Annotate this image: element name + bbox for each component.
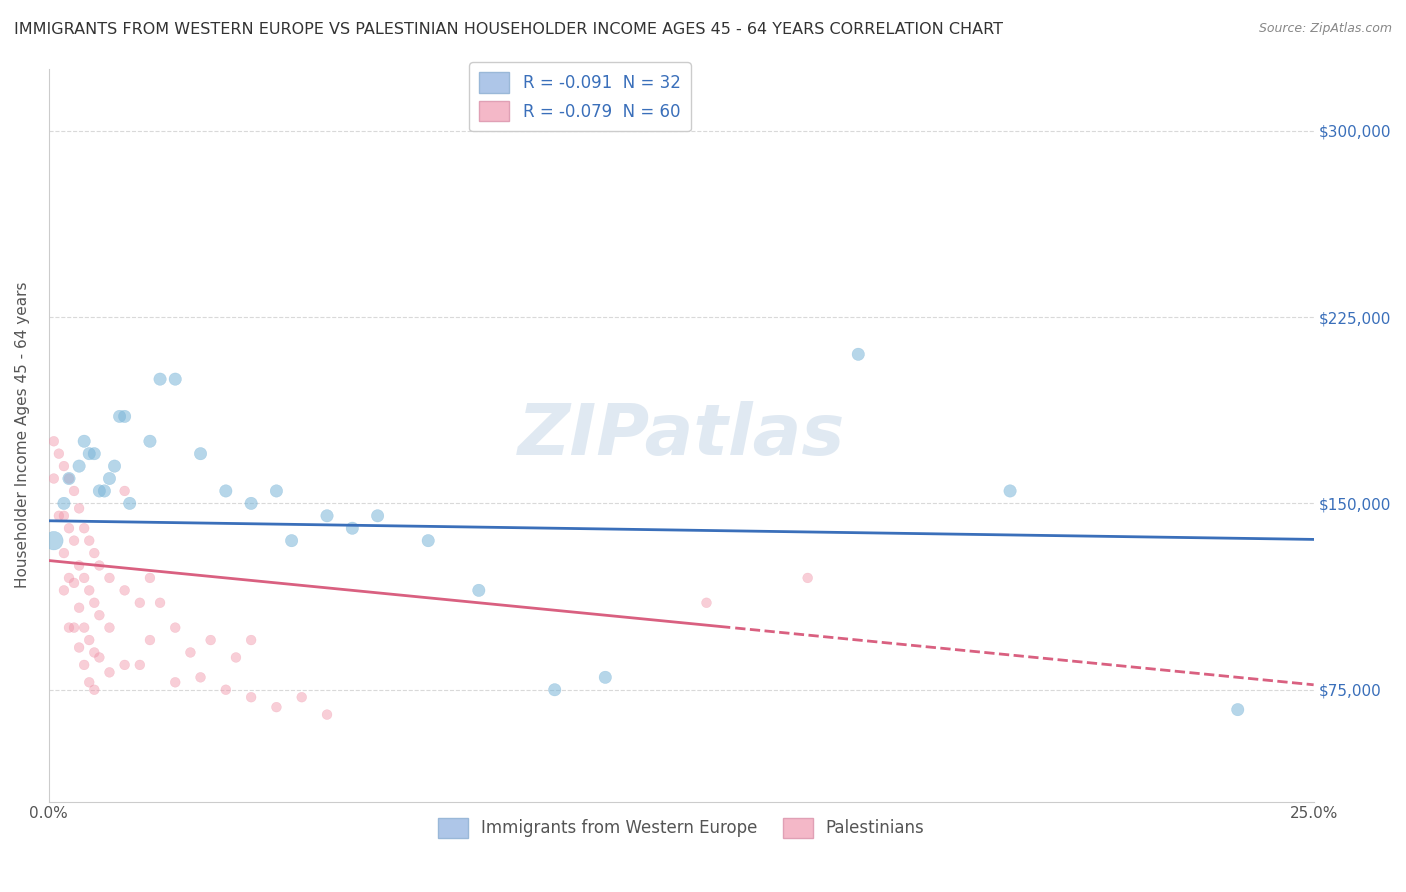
Point: [93, 483, 115, 498]
Point: [846, 347, 869, 361]
Point: [114, 657, 136, 672]
Point: [48, 508, 70, 523]
Point: [139, 571, 162, 585]
Point: [73, 521, 96, 535]
Point: [98, 621, 121, 635]
Point: [139, 434, 162, 449]
Point: [83, 546, 105, 560]
Point: [240, 690, 263, 705]
Point: [63, 483, 86, 498]
Point: [139, 633, 162, 648]
Point: [266, 483, 288, 498]
Point: [695, 596, 717, 610]
Point: [83, 682, 105, 697]
Point: [73, 571, 96, 585]
Point: [215, 483, 238, 498]
Point: [83, 596, 105, 610]
Point: [98, 665, 121, 680]
Point: [63, 575, 86, 590]
Point: [89, 558, 111, 573]
Point: [114, 583, 136, 598]
Text: IMMIGRANTS FROM WESTERN EUROPE VS PALESTINIAN HOUSEHOLDER INCOME AGES 45 - 64 YE: IMMIGRANTS FROM WESTERN EUROPE VS PALEST…: [14, 22, 1002, 37]
Point: [67, 459, 90, 474]
Point: [316, 707, 339, 722]
Point: [200, 633, 222, 648]
Point: [225, 650, 247, 665]
Point: [114, 483, 136, 498]
Point: [77, 533, 100, 548]
Point: [468, 583, 491, 598]
Point: [103, 459, 125, 474]
Point: [215, 682, 238, 697]
Point: [190, 670, 212, 684]
Point: [83, 447, 105, 461]
Text: ZIPatlas: ZIPatlas: [517, 401, 845, 469]
Point: [316, 508, 339, 523]
Point: [418, 533, 440, 548]
Point: [179, 645, 201, 659]
Point: [77, 633, 100, 648]
Point: [190, 447, 212, 461]
Point: [67, 600, 90, 615]
Point: [240, 633, 263, 648]
Point: [1226, 703, 1249, 717]
Point: [98, 471, 121, 485]
Point: [73, 434, 96, 449]
Point: [52, 583, 75, 598]
Point: [149, 372, 172, 386]
Point: [48, 447, 70, 461]
Point: [42, 533, 65, 548]
Y-axis label: Householder Income Ages 45 - 64 years: Householder Income Ages 45 - 64 years: [15, 282, 30, 589]
Point: [89, 483, 111, 498]
Point: [114, 409, 136, 424]
Point: [83, 645, 105, 659]
Point: [165, 372, 187, 386]
Point: [52, 508, 75, 523]
Point: [89, 650, 111, 665]
Point: [52, 496, 75, 510]
Point: [342, 521, 364, 535]
Point: [89, 608, 111, 623]
Point: [58, 471, 80, 485]
Point: [63, 621, 86, 635]
Point: [58, 621, 80, 635]
Point: [52, 459, 75, 474]
Point: [63, 533, 86, 548]
Point: [73, 621, 96, 635]
Point: [77, 583, 100, 598]
Point: [58, 471, 80, 485]
Point: [291, 690, 314, 705]
Point: [128, 596, 150, 610]
Point: [58, 571, 80, 585]
Point: [240, 496, 263, 510]
Point: [108, 409, 131, 424]
Point: [67, 640, 90, 655]
Point: [67, 501, 90, 516]
Point: [280, 533, 302, 548]
Point: [165, 675, 187, 690]
Point: [77, 447, 100, 461]
Point: [42, 434, 65, 449]
Point: [67, 558, 90, 573]
Point: [52, 546, 75, 560]
Point: [367, 508, 389, 523]
Point: [266, 700, 288, 714]
Point: [98, 571, 121, 585]
Point: [796, 571, 818, 585]
Point: [128, 657, 150, 672]
Point: [73, 657, 96, 672]
Point: [998, 483, 1021, 498]
Point: [58, 521, 80, 535]
Point: [595, 670, 617, 684]
Text: Source: ZipAtlas.com: Source: ZipAtlas.com: [1258, 22, 1392, 36]
Point: [77, 675, 100, 690]
Point: [149, 596, 172, 610]
Point: [42, 471, 65, 485]
Point: [118, 496, 141, 510]
Point: [165, 621, 187, 635]
Point: [544, 682, 567, 697]
Legend: Immigrants from Western Europe, Palestinians: Immigrants from Western Europe, Palestin…: [432, 811, 931, 845]
